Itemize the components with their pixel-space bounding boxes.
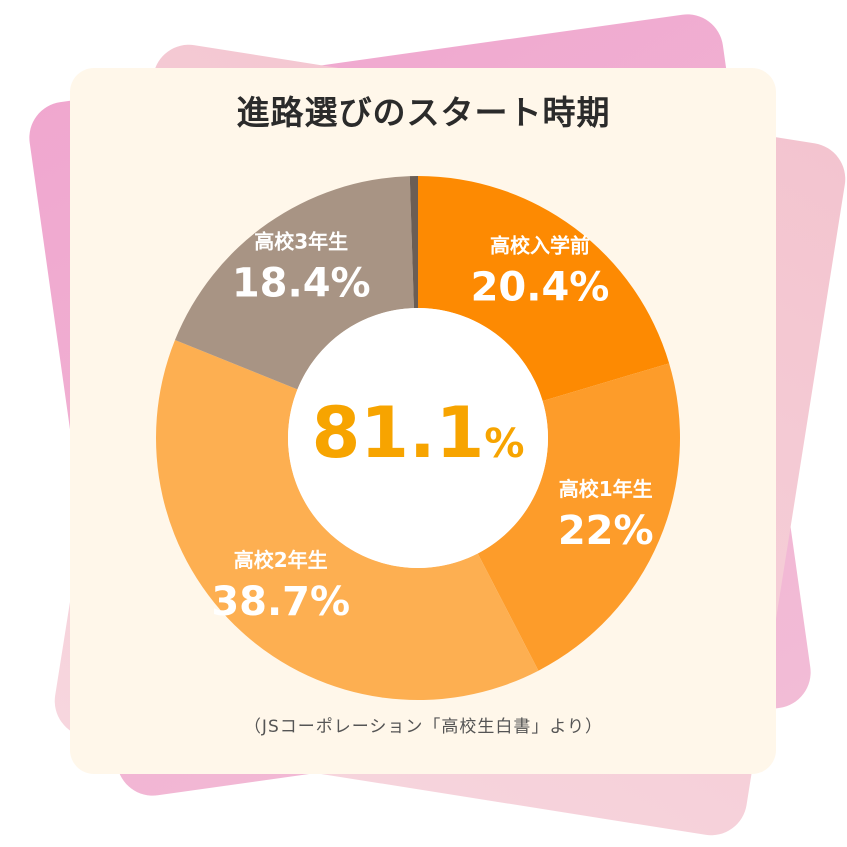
slice-label: 高校3年生: [254, 230, 348, 254]
donut-slice: [156, 340, 539, 700]
source-note: （JSコーポレーション「高校生白書」より）: [243, 717, 604, 737]
donut-slice: [409, 176, 418, 309]
donut-slice: [175, 176, 414, 390]
donut-slice: [477, 363, 680, 671]
donut-hole: [288, 308, 548, 568]
chart-title: 進路選びのスタート時期: [236, 93, 611, 132]
donut-slice: [418, 176, 670, 401]
slice-value-label: 18.4%: [232, 261, 371, 307]
slice-value-label: 38.7%: [211, 579, 350, 625]
center-value: 81.1%: [312, 392, 525, 474]
slice-labels: 高校入学前 20.4% 高校1年生 22% 高校2年生 38.7% 高校3年生 18.4%: [211, 230, 653, 625]
slice-value-label: 22%: [558, 508, 654, 554]
slice-value-label: 20.4%: [471, 264, 610, 310]
slice-label: 高校1年生: [559, 477, 653, 501]
center-value-number: 81.1: [312, 392, 485, 474]
center-value-unit: %: [484, 421, 524, 467]
donut-slices: [156, 176, 680, 700]
slice-label: 高校入学前: [490, 233, 590, 257]
slice-label: 高校2年生: [234, 548, 328, 572]
